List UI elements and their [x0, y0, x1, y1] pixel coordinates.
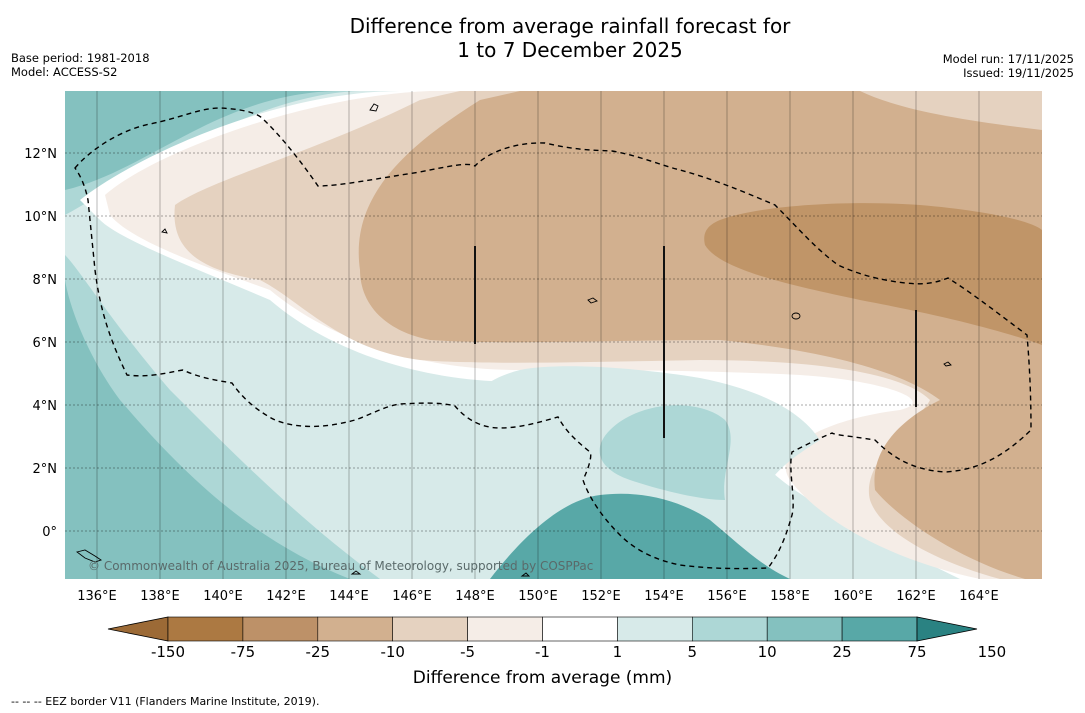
- lon-tick-label: 162°E: [896, 589, 936, 604]
- colorbar-tick-label: -10: [380, 643, 405, 661]
- meta-right: Model run: 17/11/2025 Issued: 19/11/2025: [943, 52, 1074, 80]
- eez-legend-footnote: -- -- -- EEZ border V11 (Flanders Marine…: [11, 695, 320, 708]
- island: [75, 549, 103, 563]
- lat-tick-label: 12°N: [24, 147, 57, 162]
- lon-tick-label: 164°E: [959, 589, 999, 604]
- lat-tick-label: 8°N: [33, 273, 58, 288]
- colorbar-bin: [317, 616, 393, 642]
- colorbar-tick-label: -1: [535, 643, 550, 661]
- colorbar-bin: [167, 616, 244, 642]
- colorbar-tick-label: -5: [460, 643, 476, 661]
- colorbar-tick-label: -75: [230, 643, 256, 661]
- eez-border-fsm-west: [74, 107, 1032, 570]
- region-5-10-blob: [599, 405, 731, 500]
- island: [520, 572, 531, 577]
- lat-tick-labels: 12°N 10°N 8°N 6°N 4°N 2°N 0°: [24, 147, 57, 540]
- colorbar-tick-label: 1: [612, 643, 623, 661]
- lon-tick-labels: 136°E 138°E 140°E 142°E 144°E 146°E 148°E 150°E…: [77, 589, 999, 604]
- title-line-2: 1 to 7 December 2025: [457, 38, 683, 62]
- lon-tick-label: 158°E: [770, 589, 810, 604]
- colorbar-bin: [467, 616, 543, 642]
- colorbar-tick-label: 150: [977, 643, 1007, 661]
- lon-tick-label: 142°E: [266, 589, 306, 604]
- islands: [75, 103, 952, 577]
- lon-tick-label: 156°E: [707, 589, 747, 604]
- colorbar-bin: [392, 616, 468, 642]
- model-name: Model: ACCESS-S2: [11, 65, 118, 79]
- island: [943, 361, 952, 367]
- chart-title: Difference from average rainfall forecas…: [0, 14, 1085, 62]
- model-run: Model run: 17/11/2025: [942, 52, 1074, 66]
- lat-tick-label: 4°N: [33, 399, 58, 414]
- region-25-75: [490, 493, 790, 579]
- colorbar-tick-label: 5: [687, 643, 698, 661]
- lat-tick-label: 2°N: [33, 462, 58, 477]
- issued-date: Issued: 19/11/2025: [963, 66, 1074, 80]
- colorbar-title: Difference from average (mm): [412, 668, 673, 688]
- colorbar-bin: [242, 616, 319, 642]
- graticule: [65, 91, 1042, 579]
- island: [161, 228, 168, 234]
- tick-bars: [474, 246, 917, 438]
- lon-tick-label: 152°E: [581, 589, 621, 604]
- colorbar-extend-low: [107, 616, 169, 642]
- region-minus25-minus75: [704, 203, 1042, 345]
- lon-tick-label: 150°E: [518, 589, 558, 604]
- colorbar-tick-label: -25: [305, 643, 331, 661]
- meta-left: Base period: 1981-2018 Model: ACCESS-S2: [11, 51, 150, 79]
- lat-tick-label: 6°N: [33, 336, 58, 351]
- colorbar-bin: [841, 616, 918, 642]
- lat-tick-label: 0°: [42, 525, 57, 540]
- lat-tick-label: 10°N: [24, 210, 57, 225]
- colorbar-tick-label: -150: [150, 643, 186, 661]
- colorbar-bin: [766, 616, 843, 642]
- copyright-notice: © Commonwealth of Australia 2025, Bureau…: [88, 559, 593, 573]
- lon-tick-label: 136°E: [77, 589, 117, 604]
- lon-tick-label: 140°E: [203, 589, 243, 604]
- colorbar-extend-high: [916, 616, 978, 642]
- lon-tick-label: 148°E: [455, 589, 495, 604]
- island: [369, 103, 379, 112]
- lon-tick-label: 154°E: [644, 589, 684, 604]
- island: [587, 297, 598, 304]
- region-10-25-nw-corner: [65, 91, 210, 135]
- colorbar: [107, 616, 978, 642]
- title-line-1: Difference from average rainfall forecas…: [349, 14, 791, 38]
- island: [350, 570, 362, 575]
- colorbar-tick-label: 75: [907, 643, 927, 661]
- colorbar-bin: [691, 616, 768, 642]
- lon-tick-label: 144°E: [329, 589, 369, 604]
- colorbar-bin: [542, 616, 618, 642]
- colorbar-bin: [617, 616, 693, 642]
- lon-tick-label: 138°E: [140, 589, 180, 604]
- map-panel: © Commonwealth of Australia 2025, Bureau…: [65, 91, 1042, 579]
- eez-border: [74, 107, 1032, 570]
- island: [791, 312, 801, 320]
- lon-tick-label: 146°E: [392, 589, 432, 604]
- colorbar-tick-label: 10: [757, 643, 777, 661]
- colorbar-tick-label: 25: [832, 643, 852, 661]
- base-period: Base period: 1981-2018: [11, 51, 150, 65]
- lon-tick-label: 160°E: [833, 589, 873, 604]
